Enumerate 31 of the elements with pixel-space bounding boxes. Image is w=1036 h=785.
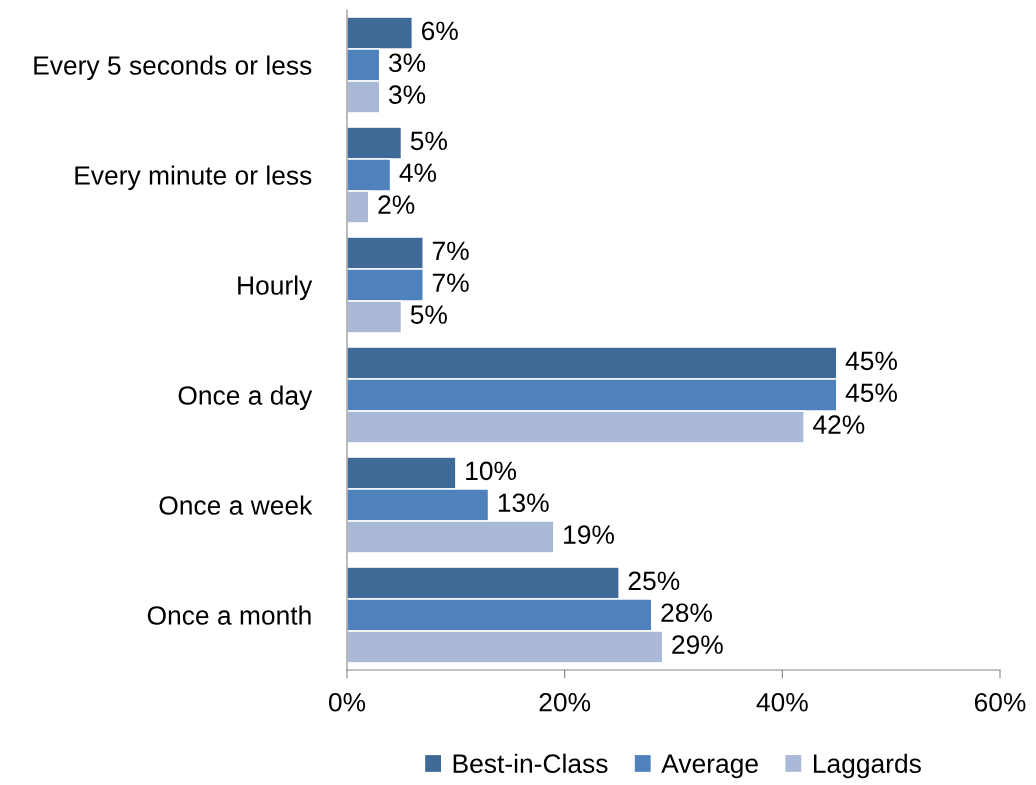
- x-tick-label: 40%: [756, 692, 808, 712]
- data-label: 4%: [399, 163, 437, 182]
- x-tick-label: 60%: [974, 692, 1026, 712]
- legend-label: Best-in-Class: [453, 753, 608, 774]
- data-label: 29%: [672, 635, 723, 654]
- data-label: 42%: [813, 415, 865, 434]
- data-label: 10%: [466, 461, 517, 481]
- data-label: 6%: [421, 21, 458, 41]
- y-tick-label: Every minute or less: [75, 165, 312, 191]
- y-tick-label: Once a month: [147, 605, 311, 625]
- legend-label: Laggards: [813, 753, 921, 779]
- y-tick-label: Every 5 seconds or less: [34, 55, 312, 81]
- data-label: 13%: [498, 493, 549, 513]
- data-label: 2%: [378, 195, 415, 214]
- y-tick-label: Once a day: [178, 385, 313, 411]
- data-label: 7%: [432, 241, 469, 261]
- data-label: 19%: [564, 525, 614, 544]
- y-tick-label: Hourly: [238, 275, 313, 301]
- legend-label: Average: [661, 754, 758, 779]
- data-label: 25%: [628, 571, 680, 591]
- data-label: 5%: [410, 131, 447, 151]
- y-tick-label: Once a week: [159, 495, 313, 515]
- data-label: 45%: [845, 383, 897, 403]
- data-label: 45%: [845, 351, 897, 371]
- data-label: 3%: [388, 53, 426, 73]
- data-label: 7%: [432, 273, 469, 292]
- data-label: 3%: [388, 85, 426, 104]
- data-label: 28%: [661, 603, 712, 623]
- data-label: 5%: [410, 305, 447, 324]
- x-tick-label: 0%: [328, 692, 366, 712]
- x-tick-label: 20%: [539, 692, 591, 712]
